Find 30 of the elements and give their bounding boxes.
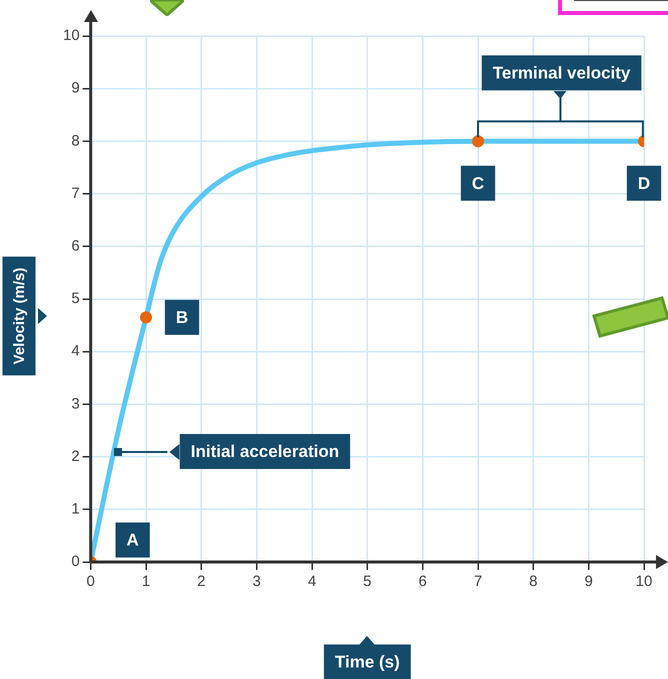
x-tick-label: 1 [142, 573, 150, 590]
x-tick-label: 8 [529, 573, 538, 590]
y-tick-label: 2 [71, 448, 80, 465]
annotation: Initial acceleration [190, 442, 340, 462]
x-tick-label: 2 [197, 573, 206, 590]
x-axis-title: Time (s) [334, 652, 400, 672]
annotation: Terminal velocity [492, 64, 631, 83]
x-tick-label: 10 [636, 573, 652, 590]
x-tick-label: 6 [418, 573, 427, 590]
y-tick-label: 5 [71, 290, 80, 308]
y-tick-label: 0 [71, 553, 80, 570]
x-tick-label: 0 [86, 573, 95, 590]
annotation: A [126, 530, 139, 550]
x-tick-label: 9 [584, 573, 593, 590]
annotation: B [176, 308, 188, 328]
y-tick-label: 3 [71, 395, 80, 412]
y-tick-label: 6 [71, 238, 80, 255]
y-axis-title: Velocity (m/s) [11, 268, 28, 364]
x-tick-label: 7 [474, 573, 482, 590]
x-tick-label: 4 [308, 573, 316, 590]
y-tick-label: 10 [62, 27, 80, 44]
y-tick-label: 1 [71, 500, 80, 518]
x-tick-label: 5 [363, 573, 372, 590]
annotation: C [472, 174, 484, 193]
y-tick-label: 7 [71, 184, 80, 202]
y-tick-label: 9 [71, 80, 80, 97]
x-tick-label: 3 [252, 573, 261, 590]
y-tick-label: 4 [71, 342, 80, 360]
annotation: D [638, 174, 650, 193]
y-tick-label: 8 [71, 132, 80, 150]
